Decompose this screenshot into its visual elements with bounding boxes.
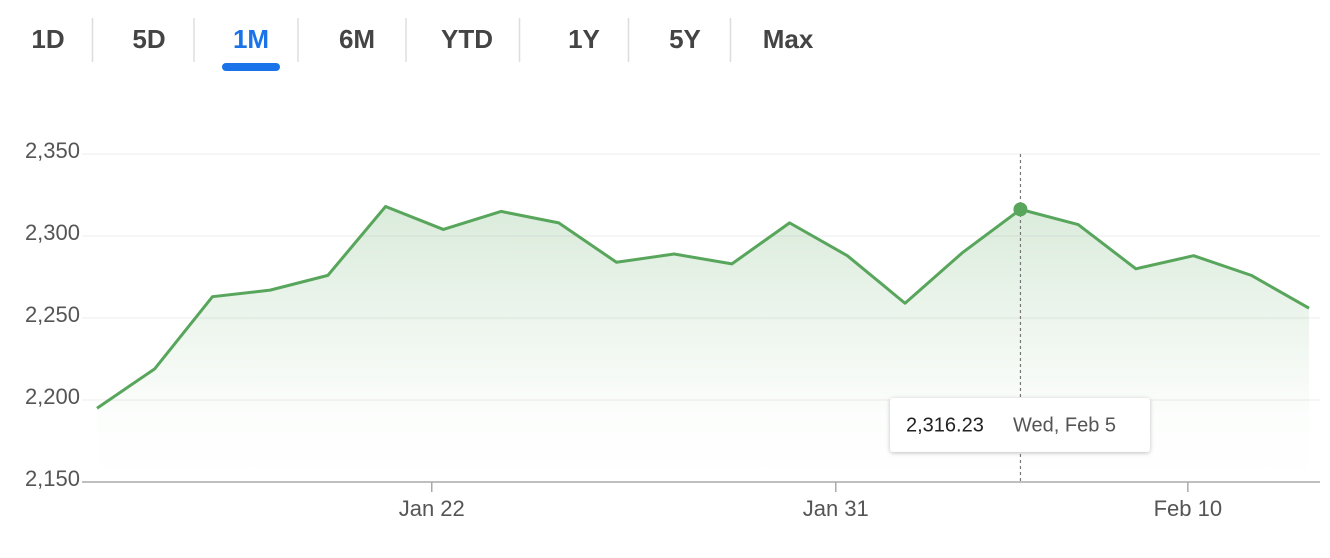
highlight-point bbox=[1013, 202, 1028, 217]
y-tick-label: 2,250 bbox=[25, 302, 80, 327]
range-tab[interactable]: 1Y bbox=[568, 24, 600, 54]
range-tab[interactable]: 1D bbox=[31, 24, 64, 54]
price-line bbox=[96, 204, 1310, 410]
tooltip-value: 2,316.23 bbox=[906, 414, 984, 436]
range-tab[interactable]: 5Y bbox=[669, 24, 701, 54]
x-tick-label: Jan 31 bbox=[803, 496, 869, 521]
active-tab-indicator bbox=[222, 63, 280, 71]
range-tab[interactable]: 1M bbox=[233, 24, 269, 54]
y-tick-label: 2,350 bbox=[25, 138, 80, 163]
range-tab[interactable]: 6M bbox=[339, 24, 375, 54]
y-tick-label: 2,150 bbox=[25, 466, 80, 491]
x-tick-label: Jan 22 bbox=[399, 496, 465, 521]
tooltip-box bbox=[890, 398, 1150, 452]
y-tick-label: 2,200 bbox=[25, 384, 80, 409]
range-tab[interactable]: 5D bbox=[132, 24, 165, 54]
tooltip-date: Wed, Feb 5 bbox=[1013, 414, 1116, 436]
range-tab[interactable]: Max bbox=[763, 24, 814, 54]
range-tab[interactable]: YTD bbox=[441, 24, 493, 54]
y-tick-label: 2,300 bbox=[25, 220, 80, 245]
x-tick-label: Feb 10 bbox=[1154, 496, 1223, 521]
